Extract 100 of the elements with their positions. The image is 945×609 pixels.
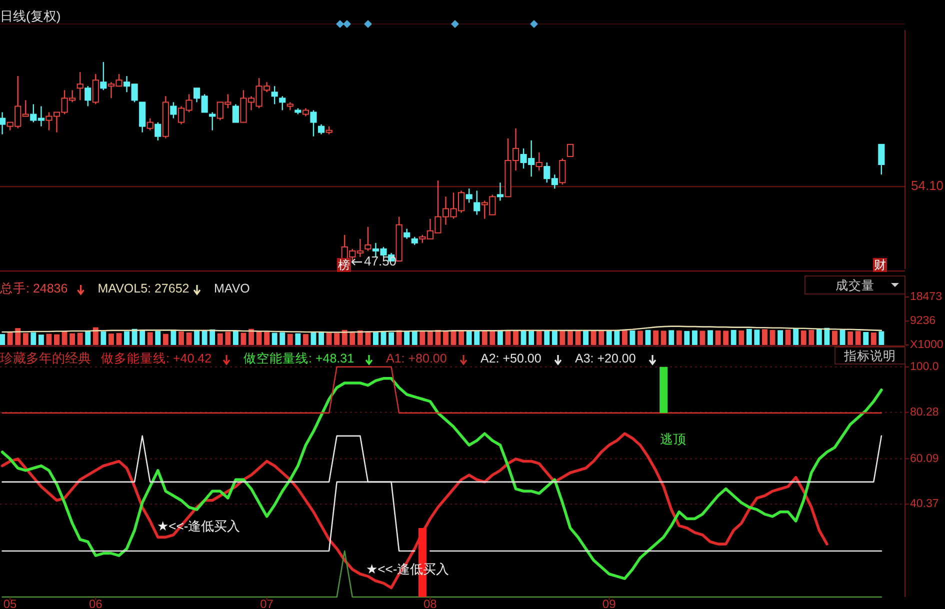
chart-title: 珍藏多年的经典 xyxy=(0,350,91,366)
y-tick-label: 9236 xyxy=(910,315,936,328)
legend-label: A3: +20.00 xyxy=(575,351,636,366)
candlestick xyxy=(496,182,504,202)
bar xyxy=(194,330,200,345)
candlestick xyxy=(170,102,177,119)
bar xyxy=(855,330,861,345)
bar xyxy=(295,333,301,345)
annotation: 指标说明 xyxy=(843,348,896,363)
bar xyxy=(350,331,356,345)
bar xyxy=(116,333,122,345)
bar xyxy=(443,330,448,345)
bar xyxy=(22,333,28,345)
bar xyxy=(70,333,76,345)
bar xyxy=(310,332,316,345)
bar xyxy=(162,334,168,345)
y-tick-label: 100.0 xyxy=(910,360,939,373)
candlestick xyxy=(279,96,286,111)
bar xyxy=(38,334,44,345)
bar xyxy=(420,330,426,345)
bar xyxy=(575,330,581,345)
legend-label: A2: +50.00 xyxy=(480,351,542,366)
x-tick-label: 09 xyxy=(602,597,616,609)
y-tick-label: X1000 xyxy=(910,339,944,352)
bar xyxy=(513,330,518,345)
bar xyxy=(388,332,394,345)
bar xyxy=(100,331,106,345)
y-tick-label: 60.09 xyxy=(910,452,939,465)
candlestick xyxy=(318,124,325,135)
bar xyxy=(630,330,636,345)
y-tick-label: 80.28 xyxy=(910,406,939,418)
bar xyxy=(668,330,674,345)
legend-label: 做多能量线: +40.42 xyxy=(101,351,212,366)
bar xyxy=(186,332,192,345)
bar xyxy=(840,330,846,345)
candlestick xyxy=(232,104,239,123)
bar xyxy=(770,330,776,345)
annotation: 财 xyxy=(874,258,886,272)
annotation: MAVO xyxy=(214,281,250,296)
bar xyxy=(202,330,208,345)
bar xyxy=(342,330,348,345)
bar xyxy=(785,330,791,345)
text: 54.10 xyxy=(911,178,944,194)
bar xyxy=(793,328,799,345)
y-tick-label: 40.37 xyxy=(910,498,939,510)
bar xyxy=(490,330,496,345)
candlestick xyxy=(536,152,542,172)
bar xyxy=(638,330,643,345)
bar xyxy=(870,332,876,345)
bar xyxy=(217,333,223,345)
bar xyxy=(302,334,308,345)
candlestick xyxy=(154,122,162,141)
bar xyxy=(334,333,340,345)
candlestick xyxy=(84,86,92,107)
candlestick xyxy=(271,86,278,105)
bar xyxy=(0,334,6,345)
candlestick xyxy=(559,158,566,186)
bar xyxy=(660,330,666,345)
bar xyxy=(848,331,854,345)
bar xyxy=(762,329,768,345)
bar xyxy=(583,330,588,345)
bar xyxy=(147,332,153,345)
bar xyxy=(62,331,68,345)
bar xyxy=(232,330,238,345)
line-series xyxy=(0,377,883,580)
bar xyxy=(528,330,534,345)
annotation: 逃顶 xyxy=(660,431,686,446)
bar xyxy=(590,330,596,345)
bar xyxy=(210,329,216,345)
bar xyxy=(606,330,612,345)
candlestick xyxy=(0,112,6,135)
candlestick xyxy=(878,144,885,176)
bar xyxy=(708,330,713,345)
bar xyxy=(357,330,363,345)
bar xyxy=(520,330,526,345)
bar xyxy=(435,330,441,345)
x-tick-label: 08 xyxy=(424,597,438,609)
bar xyxy=(54,334,60,345)
annotation: 47.50 xyxy=(364,253,397,268)
bar xyxy=(824,328,830,345)
x-tick-label: 07 xyxy=(260,597,274,609)
bar xyxy=(684,330,690,345)
bar xyxy=(676,330,682,345)
bar xyxy=(832,330,838,345)
candlestick xyxy=(364,226,372,252)
chart-title: 日线(复权) xyxy=(0,8,61,24)
candlestick xyxy=(474,190,480,216)
legend-label: A1: +80.00 xyxy=(386,351,447,366)
bar xyxy=(92,327,98,345)
bar xyxy=(124,331,130,345)
bar xyxy=(692,330,698,345)
bar xyxy=(614,330,620,345)
bar xyxy=(536,330,542,345)
legend-label: MAVOL5: 27652 xyxy=(98,281,190,296)
bar xyxy=(723,330,729,345)
legend-label: 总手: 24836 xyxy=(0,281,68,296)
bar xyxy=(178,331,184,345)
bar xyxy=(863,332,869,345)
bar xyxy=(7,332,13,345)
bar xyxy=(326,332,332,345)
